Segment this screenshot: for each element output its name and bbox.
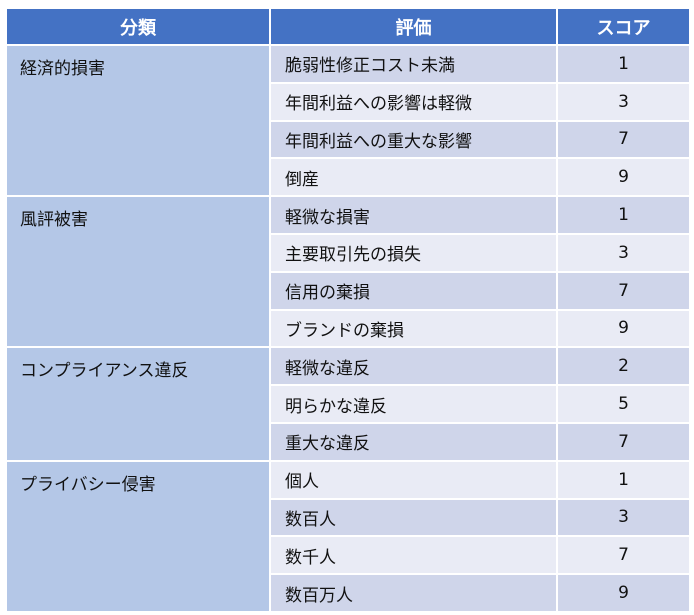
evaluation-cell: 軽微な損害 [269,195,558,235]
score-cell: 7 [556,270,691,311]
category-cell-compliance: コンプライアンス違反 [5,346,271,462]
score-cell: 1 [556,44,691,84]
evaluation-cell: 個人 [269,459,558,500]
evaluation-cell: 年間利益への重大な影響 [269,119,558,160]
evaluation-cell: 明らかな違反 [269,384,558,424]
table-row: 経済的損害 脆弱性修正コスト未満 1 [5,43,691,198]
table-row: 明らかな違反 5 [6,384,691,424]
evaluation-cell: 重大な違反 [269,421,558,462]
risk-score-table: 分類 評価 スコア 経済的損害 脆弱性修正コスト未満 1 年間利益への影響は軽微… [5,7,691,613]
evaluation-cell: 主要取引先の損失 [269,232,558,273]
category-cell-privacy: プライバシー侵害 [5,459,271,613]
table-row: 数百万人 9 [6,573,691,613]
table-row: 数百人 3 [6,497,691,538]
score-cell: 9 [556,573,691,613]
table-row: 数千人 7 [6,535,691,576]
score-cell: 9 [556,308,691,349]
score-cell: 3 [556,232,691,273]
table-row: 年間利益への重大な影響 7 [6,119,691,160]
header-row: 分類 評価 スコア [5,7,691,46]
evaluation-cell: 数百万人 [269,573,558,613]
score-cell: 9 [556,157,691,198]
evaluation-cell: 数百人 [269,497,558,538]
evaluation-cell: 数千人 [269,535,558,576]
table-row: 年間利益への影響は軽微 3 [6,81,691,122]
score-cell: 7 [556,119,691,160]
evaluation-cell: 軽微な違反 [269,346,558,387]
table-row: 風評被害 軽微な損害 1 [5,195,691,349]
table-row: ブランドの棄損 9 [6,308,691,349]
score-cell: 3 [556,497,691,538]
evaluation-cell: 脆弱性修正コスト未満 [269,44,558,84]
evaluation-cell: 倒産 [269,157,558,198]
score-cell: 2 [556,346,691,387]
score-cell: 3 [556,81,691,122]
score-cell: 5 [556,384,691,424]
header-score: スコア [556,7,691,46]
table-row: 倒産 9 [6,157,691,198]
evaluation-cell: 信用の棄損 [269,270,558,311]
evaluation-cell: ブランドの棄損 [269,308,558,349]
header-category: 分類 [5,7,271,46]
score-cell: 7 [556,535,691,576]
score-cell: 7 [556,421,691,462]
score-cell: 1 [556,459,691,500]
table-row: 信用の棄損 7 [6,270,691,311]
table-row: 重大な違反 7 [6,421,691,462]
table-row: 主要取引先の損失 3 [6,232,691,273]
category-cell-reputation: 風評被害 [5,195,271,349]
score-cell: 1 [556,195,691,235]
evaluation-cell: 年間利益への影響は軽微 [269,81,558,122]
category-cell-economic: 経済的損害 [5,43,271,198]
table-row: プライバシー侵害 個人 1 [5,459,691,613]
header-evaluation: 評価 [269,7,558,46]
table-row: コンプライアンス違反 軽微な違反 2 [5,346,691,462]
